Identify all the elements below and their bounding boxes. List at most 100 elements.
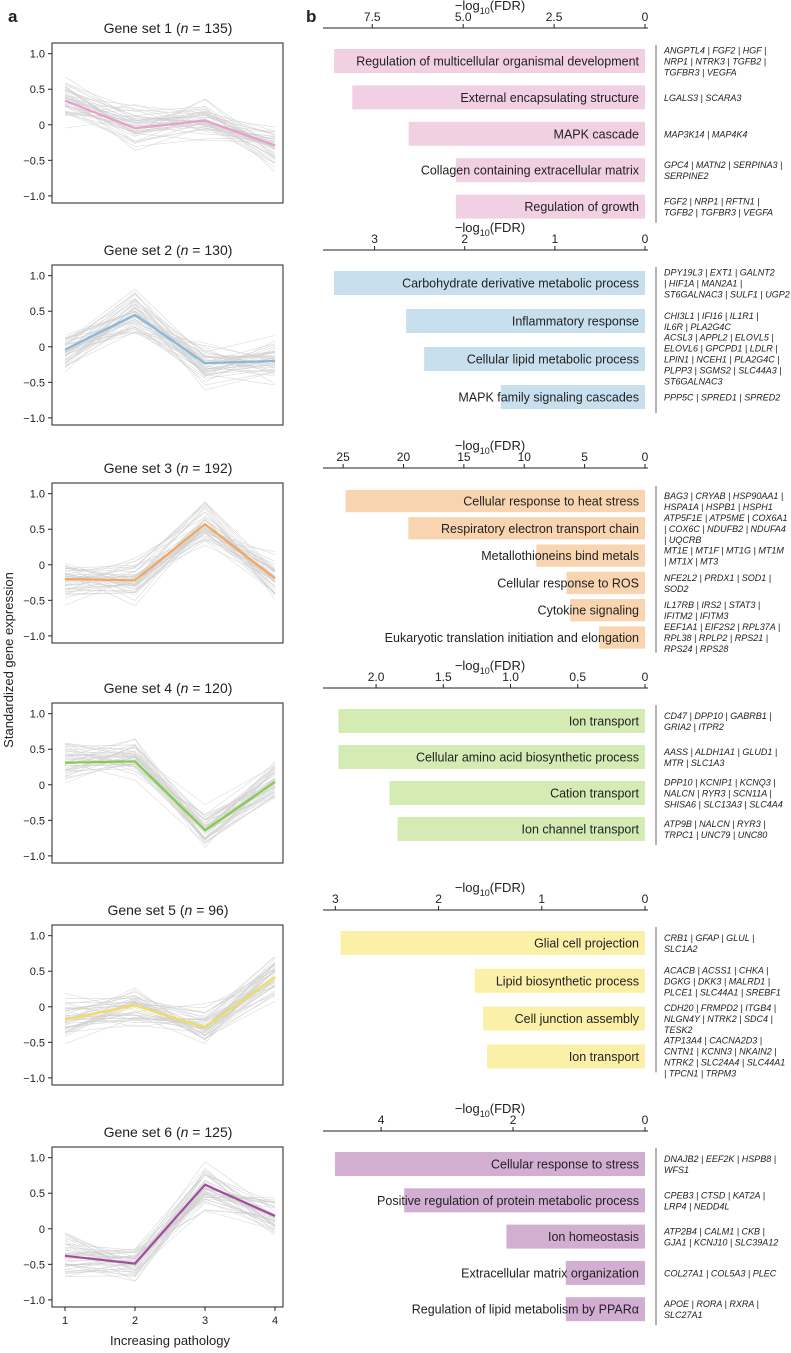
bar-axis-tick-label: 4	[378, 1113, 385, 1127]
axis-label-subscript: 10	[480, 888, 490, 898]
gene-list-line: SOD2	[664, 584, 689, 594]
bar	[334, 49, 645, 73]
axis-label-prefix: −log	[455, 1101, 480, 1116]
gene-trajectory	[64, 530, 276, 589]
x-axis-label: Increasing pathology	[110, 1333, 230, 1348]
bar	[474, 968, 645, 993]
plot-frame	[51, 924, 284, 1086]
y-tick-label: 1.0	[30, 1153, 45, 1165]
bar	[500, 385, 645, 409]
background-lines	[64, 1161, 276, 1282]
gene-trajectory	[64, 746, 276, 815]
bar-axis-label: −log10(FDR)	[455, 1101, 525, 1119]
gene-list-line: SLC27A1	[664, 1310, 703, 1320]
y-tick-label: −0.5	[23, 1259, 45, 1271]
bar-axis-label: −log10(FDR)	[455, 438, 525, 456]
y-tick-label: 1.0	[30, 271, 45, 283]
gene-trajectory	[64, 293, 276, 372]
gene-list-line: NTRK2 | SLC24A4 | SLC44A1	[664, 1057, 785, 1067]
gene-list-line: LGALS3 | SCARA3	[664, 93, 741, 103]
axis-label-suffix: (FDR)	[490, 880, 525, 895]
background-lines	[64, 738, 276, 848]
y-tick-label: 1.0	[30, 709, 45, 721]
gene-trajectory	[64, 99, 276, 150]
bar-axis-tick-label: 3	[332, 892, 339, 906]
gene-trajectory	[64, 105, 276, 164]
line-panel-1: Gene set 1 (n = 135) 1.0 0.5 0 −0.5 −1.0	[23, 20, 284, 204]
bar-term-label: Cell junction assembly	[515, 1012, 640, 1026]
title-n: n	[181, 460, 189, 476]
gene-list-line: DPY19L3 | EXT1 | GALNT2	[664, 268, 775, 278]
gene-list-line: ACACB | ACSS1 | CHKA |	[663, 965, 768, 975]
y-tick-label: −1.0	[23, 851, 45, 863]
gene-trajectory	[64, 532, 276, 596]
title-suffix: = 120)	[188, 680, 232, 696]
gene-list-line: TGFB2 | TGFBR3 | VEGFA	[664, 208, 773, 218]
bar	[352, 85, 645, 110]
gene-list-line: AASS | ALDH1A1 | GLUD1 |	[663, 747, 777, 757]
mean-trajectory-line	[64, 522, 276, 582]
gene-list-line: NALCN | RYR3 | SCN11A |	[664, 789, 772, 799]
gene-trajectory	[64, 532, 276, 599]
axis-label-subscript: 10	[480, 228, 490, 238]
gene-list-line: RPS24 | RPS28	[664, 644, 728, 654]
bar-term-label: Cytokine signaling	[538, 604, 639, 618]
gene-trajectory	[64, 1169, 276, 1266]
bar-term-label: Positive regulation of protein metabolic…	[377, 1194, 639, 1208]
gene-trajectory	[64, 96, 276, 136]
gene-list-line: TESK2	[664, 1025, 693, 1035]
bar	[565, 1297, 645, 1322]
gene-list-line: ST6GALNAC3	[664, 377, 723, 387]
bar-term-label: Ion transport	[569, 715, 640, 729]
bar-axis-tick-label: 0	[642, 10, 649, 24]
gene-list-line: ATP5F1E | ATP5ME | COX6A1	[663, 513, 788, 523]
bar-term-label: MAPK cascade	[554, 127, 640, 141]
gene-trajectory	[64, 761, 276, 844]
bar	[570, 599, 645, 622]
y-tick-label: −1.0	[23, 1295, 45, 1307]
line-panel-title: Gene set 2 (n = 130)	[104, 242, 233, 258]
gene-trajectory	[64, 503, 276, 573]
y-tick-label: −0.5	[23, 155, 45, 167]
axis-label-suffix: (FDR)	[490, 220, 525, 235]
title-n: n	[181, 242, 189, 258]
gene-trajectory	[65, 979, 276, 1040]
gene-trajectory	[64, 288, 276, 371]
gene-trajectory	[64, 1191, 276, 1267]
title-suffix: = 96)	[192, 902, 228, 918]
bar-term-label: Cellular response to stress	[491, 1158, 639, 1172]
gene-list-line: HSPA1A | HSPB1 | HSPH1	[664, 502, 773, 512]
mean-trajectory-line	[64, 760, 276, 832]
axis-label-subscript: 10	[480, 446, 490, 456]
bar-axis-label: −log10(FDR)	[455, 0, 525, 16]
gene-trajectory	[64, 757, 276, 831]
title-n: n	[185, 902, 193, 918]
bar-term-label: Regulation of lipid metabolism by PPARα	[412, 1303, 639, 1317]
gene-trajectory	[64, 95, 276, 151]
bar-term-label: Respiratory electron transport chain	[441, 522, 639, 536]
axis-label-prefix: −log	[455, 880, 480, 895]
y-axis-label: Standardized gene expression	[1, 572, 16, 748]
bar-axis-tick-label: 1	[552, 232, 559, 246]
gene-list-line: | TPCN1 | TRPM3	[664, 1068, 736, 1078]
gene-list-line: ELOVL6 | GPCPD1 | LDLR |	[664, 344, 778, 354]
gene-list-line: CNTN1 | KCNN3 | NKAIN2 |	[664, 1046, 777, 1056]
y-tick-label: 0	[39, 780, 45, 792]
bar-axis-tick-label: 0	[642, 1113, 649, 1127]
bar-term-label: Lipid biosynthetic process	[496, 974, 639, 988]
bar-panel-6: −log10(FDR) 4 2 0 Cellular response to stres…	[323, 1101, 778, 1326]
bar-axis-tick-label: 0.5	[569, 670, 586, 684]
y-tick-label: −0.5	[23, 595, 45, 607]
bar	[334, 1152, 645, 1176]
axis-label-subscript: 10	[480, 666, 490, 676]
gene-trajectory	[64, 308, 276, 375]
bar	[536, 544, 645, 567]
gene-list-line: | MT1X | MT3	[664, 557, 718, 567]
line-panel-title: Gene set 4 (n = 120)	[104, 680, 233, 696]
bar-term-label: Inflammatory response	[512, 315, 639, 329]
gene-trajectory	[64, 744, 276, 828]
axis-label-suffix: (FDR)	[490, 1101, 525, 1116]
gene-trajectory	[64, 1190, 276, 1278]
x-tick-label: 1	[62, 1315, 68, 1327]
